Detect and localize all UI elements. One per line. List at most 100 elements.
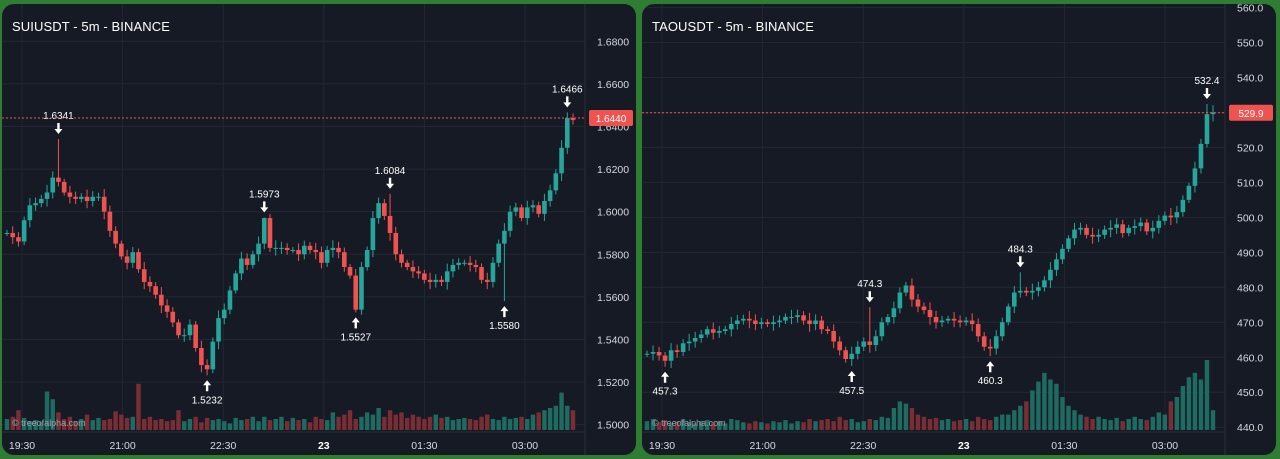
- tao-candle[interactable]: [783, 317, 788, 321]
- tao-candle[interactable]: [1156, 220, 1162, 228]
- sui-candle[interactable]: [370, 218, 376, 251]
- tao-candle[interactable]: [1144, 222, 1150, 232]
- sui-candle[interactable]: [467, 262, 473, 265]
- tao-candle[interactable]: [1060, 248, 1065, 260]
- tao-candle[interactable]: [1132, 226, 1138, 228]
- sui-candle[interactable]: [181, 335, 187, 337]
- tao-candle[interactable]: [969, 320, 975, 325]
- tao-candle[interactable]: [897, 292, 903, 309]
- tao-candle[interactable]: [741, 318, 746, 321]
- sui-candle[interactable]: [376, 203, 381, 219]
- sui-candle[interactable]: [530, 205, 536, 208]
- tao-candle[interactable]: [885, 317, 891, 323]
- sui-candle[interactable]: [359, 267, 364, 310]
- tao-candle[interactable]: [1096, 234, 1101, 237]
- tao-chart-svg[interactable]: 474.3 484.3 532.4 457.3 457.5 460.3 440.0 450.0…: [642, 4, 1276, 455]
- sui-candle[interactable]: [416, 271, 421, 274]
- tao-candle[interactable]: [963, 320, 969, 323]
- sui-candle[interactable]: [84, 196, 90, 202]
- sui-candle[interactable]: [16, 237, 21, 242]
- tao-candle[interactable]: [680, 343, 686, 353]
- sui-candle[interactable]: [39, 198, 44, 204]
- tao-chart-panel[interactable]: 474.3 484.3 532.4 457.3 457.5 460.3 440.0 450.0…: [642, 4, 1276, 455]
- sui-candle[interactable]: [153, 286, 158, 295]
- tao-candle[interactable]: [1030, 290, 1035, 293]
- sui-candle[interactable]: [107, 211, 113, 231]
- sui-candle[interactable]: [21, 220, 27, 242]
- tao-candle[interactable]: [909, 285, 915, 300]
- tao-candle[interactable]: [698, 334, 704, 339]
- tao-candle[interactable]: [1005, 306, 1011, 323]
- tao-candle[interactable]: [849, 353, 855, 359]
- tao-candle[interactable]: [927, 310, 933, 318]
- tao-candle[interactable]: [759, 322, 764, 325]
- tao-candle[interactable]: [819, 320, 824, 330]
- tao-candle[interactable]: [1011, 292, 1017, 307]
- sui-candle[interactable]: [542, 201, 547, 214]
- sui-candle[interactable]: [256, 243, 261, 255]
- tao-candle[interactable]: [855, 346, 861, 354]
- sui-candle[interactable]: [290, 250, 296, 252]
- sui-candle[interactable]: [450, 264, 456, 272]
- sui-candle[interactable]: [484, 279, 490, 282]
- sui-candle[interactable]: [284, 247, 290, 251]
- sui-candle[interactable]: [313, 250, 319, 253]
- tao-candle[interactable]: [747, 318, 752, 321]
- tao-candle[interactable]: [686, 341, 692, 344]
- tao-candle[interactable]: [831, 331, 836, 342]
- tao-candle[interactable]: [999, 322, 1005, 337]
- sui-candle[interactable]: [61, 181, 67, 193]
- sui-candle[interactable]: [130, 252, 136, 263]
- tao-candle[interactable]: [1090, 234, 1095, 237]
- sui-candle[interactable]: [124, 256, 130, 263]
- tao-candle[interactable]: [837, 341, 842, 351]
- tao-candle[interactable]: [903, 285, 909, 293]
- tao-candle[interactable]: [1192, 168, 1198, 186]
- tao-candle[interactable]: [777, 320, 782, 323]
- tao-candle[interactable]: [722, 329, 728, 332]
- sui-candle[interactable]: [559, 147, 564, 174]
- tao-candle[interactable]: [789, 317, 794, 319]
- sui-candle[interactable]: [164, 305, 170, 312]
- sui-candle[interactable]: [239, 258, 244, 274]
- tao-candle[interactable]: [1108, 227, 1113, 230]
- tao-candle[interactable]: [945, 318, 951, 321]
- sui-candle[interactable]: [444, 271, 450, 282]
- tao-candle[interactable]: [1138, 222, 1144, 227]
- tao-candle[interactable]: [843, 350, 849, 359]
- sui-candle[interactable]: [199, 347, 204, 366]
- tao-candle[interactable]: [728, 324, 734, 330]
- sui-candle[interactable]: [507, 211, 513, 231]
- sui-candle[interactable]: [519, 207, 524, 219]
- tao-candle[interactable]: [921, 306, 927, 311]
- sui-candle[interactable]: [101, 196, 107, 212]
- sui-candle[interactable]: [319, 252, 324, 263]
- tao-candle[interactable]: [1102, 229, 1107, 235]
- sui-candle[interactable]: [422, 273, 427, 280]
- sui-candle[interactable]: [473, 264, 479, 268]
- sui-candle[interactable]: [479, 267, 484, 280]
- sui-candle[interactable]: [119, 243, 124, 257]
- sui-candle[interactable]: [244, 258, 250, 265]
- sui-candle[interactable]: [364, 250, 370, 268]
- tao-candle[interactable]: [650, 352, 656, 354]
- sui-candle[interactable]: [513, 207, 519, 212]
- tao-candle[interactable]: [1198, 143, 1204, 169]
- tao-candle[interactable]: [644, 353, 650, 355]
- sui-candle[interactable]: [524, 207, 530, 219]
- tao-candle[interactable]: [879, 322, 885, 337]
- tao-candle[interactable]: [1168, 215, 1174, 218]
- tao-candle[interactable]: [957, 320, 963, 323]
- sui-candle[interactable]: [4, 232, 10, 234]
- tao-candle[interactable]: [867, 341, 873, 346]
- sui-candle[interactable]: [210, 341, 216, 370]
- tao-candle[interactable]: [656, 352, 662, 356]
- sui-candle[interactable]: [490, 262, 496, 282]
- sui-candle[interactable]: [536, 205, 541, 214]
- tao-candle[interactable]: [987, 346, 993, 349]
- tao-candle[interactable]: [1150, 227, 1156, 232]
- tao-candle[interactable]: [861, 341, 867, 347]
- sui-candle[interactable]: [227, 290, 233, 310]
- sui-candle[interactable]: [279, 247, 284, 249]
- tao-candle[interactable]: [1066, 238, 1071, 249]
